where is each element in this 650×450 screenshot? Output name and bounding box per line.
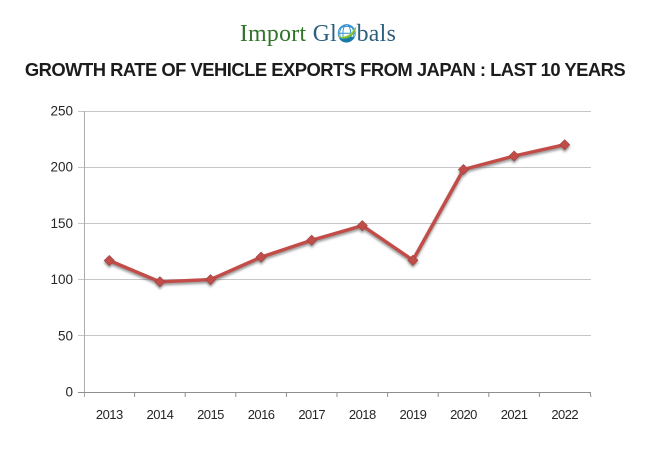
svg-text:250: 250 <box>50 104 73 119</box>
svg-text:2021: 2021 <box>501 407 528 422</box>
svg-text:2020: 2020 <box>450 407 477 422</box>
svg-text:50: 50 <box>58 328 73 343</box>
svg-text:2019: 2019 <box>400 407 427 422</box>
svg-text:2018: 2018 <box>349 407 376 422</box>
svg-text:150: 150 <box>50 216 73 231</box>
svg-text:2016: 2016 <box>248 407 275 422</box>
svg-text:2015: 2015 <box>197 407 224 422</box>
svg-text:200: 200 <box>50 160 73 175</box>
svg-text:2022: 2022 <box>551 407 578 422</box>
svg-text:2017: 2017 <box>298 407 325 422</box>
svg-text:100: 100 <box>50 272 73 287</box>
svg-text:2014: 2014 <box>147 407 174 422</box>
svg-text:2013: 2013 <box>96 407 123 422</box>
svg-text:0: 0 <box>65 385 73 400</box>
